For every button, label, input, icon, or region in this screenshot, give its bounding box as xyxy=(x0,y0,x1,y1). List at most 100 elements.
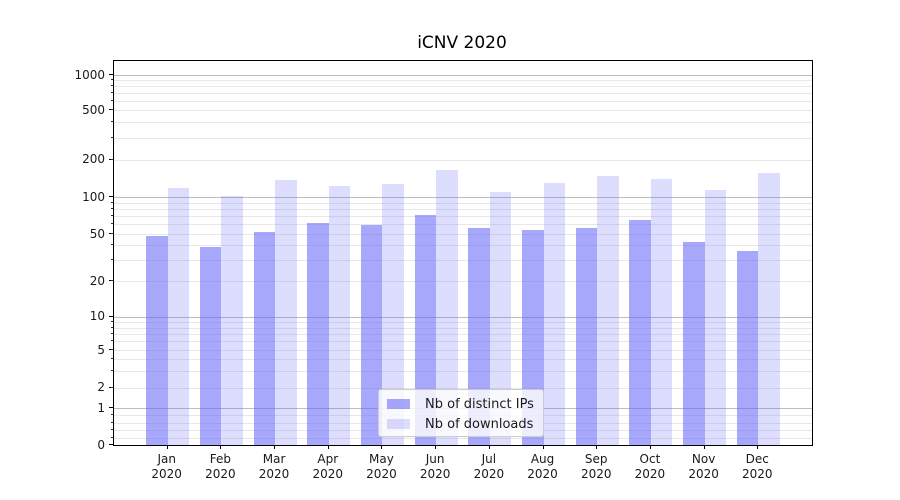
x-tick-label: Jan 2020 xyxy=(137,452,197,482)
plot-area xyxy=(113,60,813,446)
bar-distinct-ips-nov xyxy=(683,241,705,445)
x-tick-year: 2020 xyxy=(419,467,451,481)
x-tick-label: Apr 2020 xyxy=(298,452,358,482)
x-tick-mark xyxy=(274,445,276,449)
x-tick-year: 2020 xyxy=(366,467,397,481)
x-tick-year: 2020 xyxy=(634,467,666,481)
y-minor-tick-mark xyxy=(111,340,113,342)
x-tick-month: Oct xyxy=(639,452,661,466)
y-tick-label: 20 xyxy=(89,273,105,288)
x-tick-year: 2020 xyxy=(742,467,773,481)
x-tick-mark xyxy=(435,445,437,449)
x-tick-mark xyxy=(166,445,168,449)
bar-downloads-jan xyxy=(167,187,190,445)
x-tick-year: 2020 xyxy=(473,467,505,481)
x-tick-mark xyxy=(649,445,651,449)
gridline-major xyxy=(114,197,812,198)
legend-label-distinct-ips: Nb of distinct IPs xyxy=(425,396,534,412)
y-minor-tick-mark xyxy=(111,207,113,209)
y-tick-label: 1 xyxy=(97,400,105,415)
x-tick-label: Feb 2020 xyxy=(190,452,250,482)
bar-distinct-ips-jan xyxy=(146,236,168,445)
y-tick-label: 200 xyxy=(82,152,105,167)
y-tick-label: 500 xyxy=(82,102,105,117)
x-tick-label: Jun 2020 xyxy=(405,452,465,482)
gridline-minor xyxy=(114,359,812,361)
y-tick-label: 5 xyxy=(97,342,105,357)
legend-swatch-downloads xyxy=(387,419,410,429)
y-minor-tick-mark xyxy=(111,358,113,360)
x-tick-month: Aug xyxy=(530,452,555,466)
x-tick-mark xyxy=(381,445,383,449)
gridline-minor xyxy=(114,333,812,335)
x-tick-month: Mar xyxy=(262,452,286,466)
y-tick-mark xyxy=(109,315,113,317)
y-tick-mark xyxy=(109,407,113,408)
y-minor-tick-mark xyxy=(111,109,113,111)
bar-downloads-feb xyxy=(221,196,243,445)
bar-distinct-ips-dec xyxy=(736,250,759,445)
gridline-minor xyxy=(114,371,812,373)
x-tick-month: Jul xyxy=(481,452,497,466)
y-tick-mark xyxy=(109,444,113,445)
y-tick-mark xyxy=(109,74,113,75)
y-tick-mark xyxy=(109,196,113,197)
x-tick-year: 2020 xyxy=(688,467,719,481)
y-minor-tick-mark xyxy=(111,326,113,328)
gridline-minor xyxy=(114,208,812,210)
x-tick-mark xyxy=(703,445,705,449)
bar-distinct-ips-jun xyxy=(414,214,437,445)
gridline-minor xyxy=(114,224,812,226)
x-tick-month: Nov xyxy=(691,452,716,466)
x-tick-mark xyxy=(488,445,490,449)
x-tick-label: Sep 2020 xyxy=(566,452,626,482)
x-tick-year: 2020 xyxy=(205,467,236,481)
bar-downloads-nov xyxy=(704,189,727,445)
x-tick-month: Apr xyxy=(317,452,339,466)
y-tick-label: 10 xyxy=(89,309,105,324)
y-minor-tick-mark xyxy=(111,421,113,423)
x-tick-label: May 2020 xyxy=(351,452,411,482)
y-minor-tick-mark xyxy=(111,100,113,101)
x-tick-mark xyxy=(220,445,222,449)
x-tick-month: Sep xyxy=(584,452,608,466)
bar-distinct-ips-may xyxy=(360,225,383,445)
x-tick-month: Jan xyxy=(157,452,176,466)
bar-downloads-apr xyxy=(328,185,351,445)
y-minor-tick-mark xyxy=(111,436,113,438)
gridline-minor xyxy=(114,350,812,352)
gridline-minor xyxy=(114,327,812,329)
gridline-minor xyxy=(114,321,812,323)
y-tick-label: 100 xyxy=(82,189,105,204)
gridline-minor xyxy=(114,202,812,204)
x-tick-month: Dec xyxy=(745,452,769,466)
gridline-minor xyxy=(114,159,812,161)
gridline-minor xyxy=(114,80,812,82)
y-minor-tick-mark xyxy=(111,85,113,87)
gridline-minor xyxy=(114,101,812,102)
y-minor-tick-mark xyxy=(111,429,113,431)
x-tick-month: Jun xyxy=(425,452,445,466)
gridline-major xyxy=(114,316,812,318)
x-tick-mark xyxy=(596,445,598,449)
y-tick-label: 1000 xyxy=(74,67,105,82)
y-minor-tick-mark xyxy=(111,92,113,94)
gridline-minor xyxy=(114,341,812,343)
x-tick-month: Feb xyxy=(209,452,231,466)
y-minor-tick-mark xyxy=(111,136,113,138)
x-tick-mark xyxy=(757,445,759,449)
y-minor-tick-mark xyxy=(111,201,113,203)
y-tick-label: 2 xyxy=(97,380,105,395)
x-tick-label: Dec 2020 xyxy=(727,452,787,482)
y-minor-tick-mark xyxy=(111,349,113,351)
y-minor-tick-mark xyxy=(111,223,113,225)
y-tick-label: 50 xyxy=(89,226,105,241)
gridline-minor xyxy=(114,86,812,88)
y-minor-tick-mark xyxy=(111,215,113,217)
gridline-minor xyxy=(114,93,812,95)
x-tick-mark xyxy=(327,445,329,449)
y-minor-tick-mark xyxy=(111,386,113,388)
x-tick-label: Oct 2020 xyxy=(620,452,680,482)
gridline-minor xyxy=(114,122,812,124)
